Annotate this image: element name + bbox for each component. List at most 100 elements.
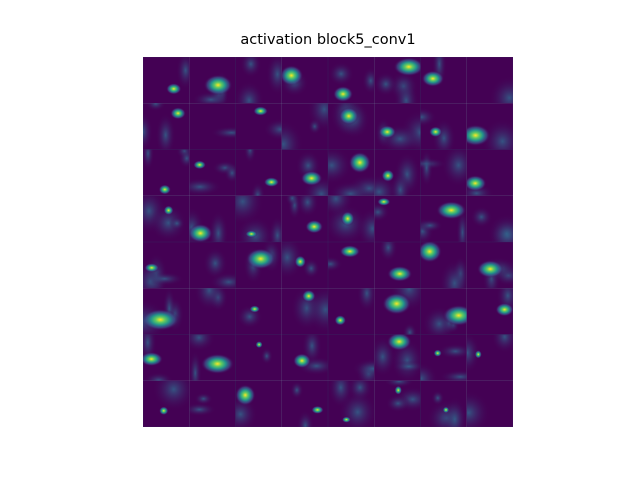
tile (235, 288, 282, 335)
tile-haze (362, 67, 375, 95)
tile (374, 288, 421, 335)
tile (466, 195, 513, 242)
tile-haze (189, 350, 202, 381)
tile (281, 380, 328, 427)
tile (143, 288, 190, 335)
tile-haze (487, 213, 513, 242)
tile (281, 149, 328, 196)
tile (374, 380, 421, 427)
tile-haze (481, 118, 513, 150)
tile (328, 242, 375, 289)
tile-hotspot (245, 248, 276, 270)
tile-haze (328, 149, 352, 185)
tile-haze (281, 120, 304, 150)
tile-hotspot (281, 65, 304, 86)
tile (189, 380, 236, 427)
tile-hotspot (466, 175, 487, 192)
tile-hotspot (420, 242, 442, 263)
tile (374, 103, 421, 150)
tile-hotspot (377, 197, 391, 206)
tile-hotspot (143, 351, 163, 367)
tile-haze (235, 195, 264, 225)
tile-haze (143, 112, 153, 150)
tile-hotspot (339, 245, 361, 258)
tile-haze (328, 195, 354, 217)
tile (374, 149, 421, 196)
tile-haze (357, 288, 375, 312)
tile-haze (489, 75, 513, 104)
tile (143, 380, 190, 427)
tile-haze (338, 390, 375, 427)
tile (328, 380, 375, 427)
tile-haze (374, 202, 390, 222)
tile-haze (420, 149, 433, 187)
tile-haze (240, 57, 262, 78)
tile-haze (224, 163, 236, 183)
tile-haze (145, 272, 184, 286)
tile (143, 334, 190, 381)
tile-haze (393, 81, 419, 104)
tile (374, 195, 421, 242)
tile (281, 334, 328, 381)
tile (328, 334, 375, 381)
tile-hotspot (421, 70, 445, 87)
tile-haze (385, 394, 411, 413)
tile-haze (189, 402, 216, 417)
chart-title: activation block5_conv1 (240, 32, 415, 48)
tile-hotspot (466, 124, 491, 147)
tile-haze (420, 218, 443, 233)
tile-haze (208, 211, 229, 242)
tile-haze (420, 107, 437, 127)
tile (189, 103, 236, 150)
tile-haze (149, 204, 187, 242)
tile (466, 149, 513, 196)
tile-hotspot (334, 315, 347, 326)
tile-hotspot (143, 308, 180, 331)
tile-hotspot (293, 353, 311, 369)
tile (466, 103, 513, 150)
tile-hotspot (393, 57, 421, 77)
tile-haze (194, 288, 225, 311)
tile-haze (389, 171, 411, 196)
tile (466, 57, 513, 104)
tile-hotspot (170, 107, 186, 120)
tile-haze (432, 118, 456, 150)
tile-background (189, 103, 236, 150)
tile (420, 380, 467, 427)
tile-hotspot (235, 384, 256, 406)
tile (143, 57, 190, 104)
tile-hotspot (429, 126, 443, 138)
tile-haze (393, 360, 421, 373)
tile (235, 57, 282, 104)
tile-haze (374, 72, 398, 97)
tile (281, 195, 328, 242)
tile-hotspot (163, 205, 174, 216)
tile (281, 288, 328, 335)
tile-haze (143, 372, 174, 381)
tile-hotspot (333, 86, 354, 102)
tile-haze (155, 113, 176, 150)
tile-hotspot (348, 151, 371, 174)
tile-hotspot (381, 169, 395, 182)
tile (189, 149, 236, 196)
tile-hotspot (159, 406, 169, 416)
tile-haze (491, 334, 513, 354)
tile-hotspot (300, 170, 323, 186)
tile-haze (438, 343, 467, 359)
tile-haze (285, 195, 299, 206)
tile-haze (189, 178, 222, 196)
tile-hotspot (339, 107, 359, 125)
tile-haze (178, 149, 190, 169)
tile-haze (466, 390, 491, 427)
tile (189, 57, 236, 104)
tile (189, 334, 236, 381)
tile (374, 334, 421, 381)
tile-haze (296, 195, 319, 217)
tile-hotspot (253, 106, 268, 116)
tile-haze (290, 381, 304, 399)
tile-haze (307, 103, 328, 132)
tile-haze (420, 362, 438, 381)
tile (235, 149, 282, 196)
tile (189, 195, 236, 242)
